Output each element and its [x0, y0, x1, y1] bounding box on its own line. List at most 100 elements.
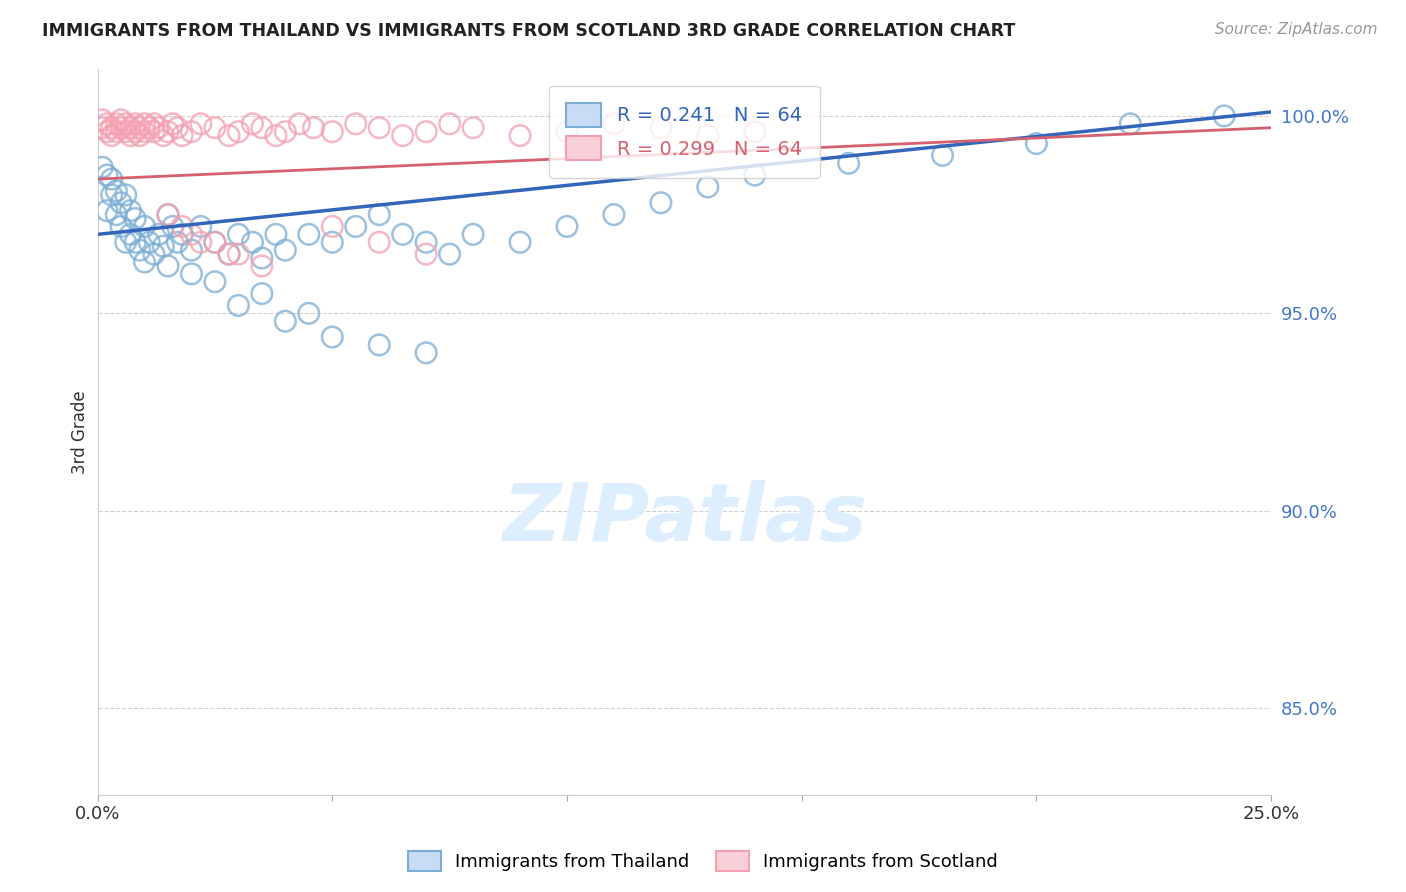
Point — [838, 156, 860, 170]
Point — [128, 120, 150, 135]
Point — [128, 128, 150, 143]
Point — [242, 235, 264, 250]
Point — [100, 172, 122, 186]
Point — [105, 125, 128, 139]
Point — [250, 259, 273, 273]
Point — [744, 168, 766, 182]
Point — [204, 275, 226, 289]
Text: ZIPatlas: ZIPatlas — [502, 480, 868, 558]
Point — [218, 128, 240, 143]
Point — [162, 117, 184, 131]
Point — [105, 117, 128, 131]
Point — [124, 235, 146, 250]
Point — [96, 168, 118, 182]
Point — [204, 235, 226, 250]
Point — [124, 117, 146, 131]
Point — [391, 227, 413, 242]
Point — [152, 128, 174, 143]
Point — [142, 117, 165, 131]
Point — [156, 259, 179, 273]
Point — [162, 219, 184, 234]
Point — [218, 247, 240, 261]
Point — [105, 184, 128, 198]
Point — [134, 117, 156, 131]
Point — [124, 211, 146, 226]
Point — [368, 120, 391, 135]
Point — [120, 128, 142, 143]
Point — [120, 203, 142, 218]
Point — [391, 128, 413, 143]
Point — [138, 120, 160, 135]
Point — [180, 243, 202, 257]
Point — [274, 125, 297, 139]
Point — [100, 187, 122, 202]
Y-axis label: 3rd Grade: 3rd Grade — [72, 390, 89, 474]
Point — [148, 120, 170, 135]
Point — [156, 208, 179, 222]
Point — [1213, 109, 1236, 123]
Point — [696, 180, 718, 194]
Point — [439, 117, 461, 131]
Point — [302, 120, 325, 135]
Point — [555, 125, 578, 139]
Point — [344, 219, 367, 234]
Point — [298, 227, 321, 242]
Point — [156, 208, 179, 222]
Point — [368, 338, 391, 352]
Point — [264, 227, 287, 242]
Point — [110, 120, 132, 135]
Point — [128, 243, 150, 257]
Point — [228, 247, 250, 261]
Point — [110, 219, 132, 234]
Point — [228, 298, 250, 312]
Point — [110, 112, 132, 127]
Point — [650, 195, 672, 210]
Point — [298, 306, 321, 320]
Point — [415, 125, 437, 139]
Point — [218, 247, 240, 261]
Point — [91, 112, 114, 127]
Point — [242, 117, 264, 131]
Legend: R = 0.241   N = 64, R = 0.299   N = 64: R = 0.241 N = 64, R = 0.299 N = 64 — [548, 86, 820, 178]
Point — [650, 120, 672, 135]
Point — [344, 117, 367, 131]
Point — [180, 125, 202, 139]
Point — [368, 208, 391, 222]
Point — [134, 219, 156, 234]
Point — [250, 251, 273, 265]
Point — [321, 235, 343, 250]
Point — [1025, 136, 1047, 151]
Text: Source: ZipAtlas.com: Source: ZipAtlas.com — [1215, 22, 1378, 37]
Point — [134, 125, 156, 139]
Point — [166, 120, 188, 135]
Point — [110, 195, 132, 210]
Point — [100, 120, 122, 135]
Point — [114, 125, 136, 139]
Point — [180, 267, 202, 281]
Point — [439, 247, 461, 261]
Point — [190, 219, 212, 234]
Point — [321, 125, 343, 139]
Point — [415, 247, 437, 261]
Point — [1119, 117, 1142, 131]
Point — [100, 128, 122, 143]
Point — [321, 219, 343, 234]
Point — [368, 235, 391, 250]
Text: IMMIGRANTS FROM THAILAND VS IMMIGRANTS FROM SCOTLAND 3RD GRADE CORRELATION CHART: IMMIGRANTS FROM THAILAND VS IMMIGRANTS F… — [42, 22, 1015, 40]
Point — [96, 203, 118, 218]
Point — [148, 227, 170, 242]
Point — [96, 125, 118, 139]
Point — [152, 239, 174, 253]
Point — [96, 117, 118, 131]
Point — [509, 128, 531, 143]
Point — [120, 120, 142, 135]
Point — [415, 235, 437, 250]
Point — [105, 208, 128, 222]
Point — [120, 227, 142, 242]
Point — [555, 219, 578, 234]
Point — [180, 227, 202, 242]
Point — [744, 125, 766, 139]
Point — [114, 117, 136, 131]
Point — [91, 120, 114, 135]
Point — [142, 247, 165, 261]
